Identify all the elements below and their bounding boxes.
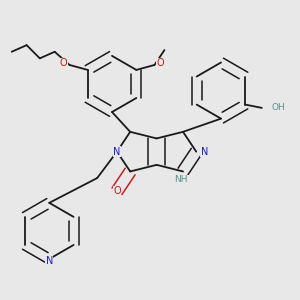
Text: O: O xyxy=(157,58,164,68)
Text: O: O xyxy=(113,186,121,196)
Text: N: N xyxy=(46,256,53,266)
Text: NH: NH xyxy=(175,175,188,184)
Text: N: N xyxy=(201,147,208,157)
Text: N: N xyxy=(113,147,121,157)
Text: O: O xyxy=(60,58,68,68)
Text: OH: OH xyxy=(271,103,285,112)
